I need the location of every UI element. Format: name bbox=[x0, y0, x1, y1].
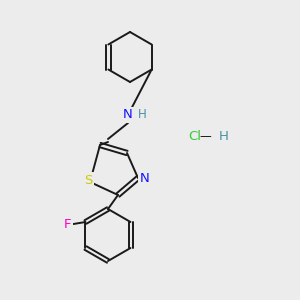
Text: H: H bbox=[219, 130, 229, 143]
Text: H: H bbox=[138, 107, 146, 121]
Text: —: — bbox=[199, 130, 211, 143]
Text: N: N bbox=[140, 172, 150, 184]
Text: N: N bbox=[123, 109, 133, 122]
Text: S: S bbox=[84, 173, 92, 187]
Text: F: F bbox=[64, 218, 71, 230]
Text: Cl: Cl bbox=[188, 130, 201, 143]
